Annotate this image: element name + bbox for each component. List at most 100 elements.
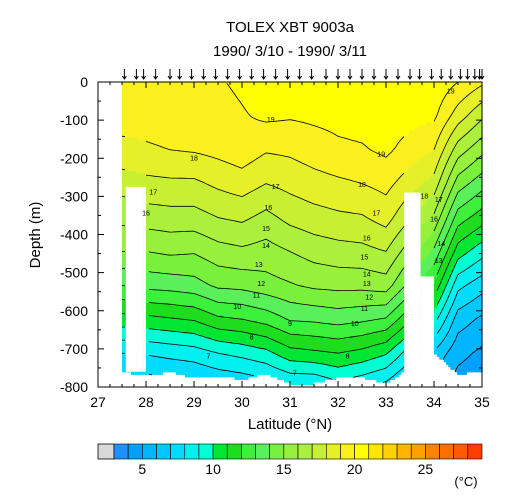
temperature-cell	[122, 89, 125, 93]
temperature-cell	[153, 277, 157, 281]
temperature-cell	[169, 102, 173, 106]
temperature-cell	[176, 242, 179, 246]
temperature-cell	[158, 267, 161, 271]
temperature-cell	[128, 170, 132, 175]
temperature-cell	[151, 257, 155, 261]
temperature-cell	[173, 287, 177, 292]
temperature-cell	[164, 259, 168, 264]
temperature-cell	[122, 140, 125, 144]
temperature-cell	[178, 153, 182, 157]
temperature-cell	[122, 206, 125, 210]
temperature-cell	[133, 160, 137, 164]
temperature-cell	[178, 326, 182, 330]
temperature-cell	[158, 308, 161, 312]
temperature-cell	[178, 351, 182, 355]
temperature-cell	[164, 109, 168, 114]
temperature-cell	[146, 186, 150, 190]
temperature-cell	[173, 211, 177, 215]
temperature-cell	[128, 115, 132, 119]
temperature-cell	[122, 272, 125, 276]
temperature-cell	[137, 168, 141, 172]
temperature-cell	[137, 176, 141, 180]
temperature-cell	[122, 102, 125, 106]
temperature-cell	[153, 369, 157, 373]
temperature-cell	[149, 364, 152, 368]
temperature-cell	[158, 351, 161, 355]
temperature-cell	[140, 173, 143, 177]
temperature-cell	[162, 122, 166, 126]
temperature-cell	[146, 87, 150, 91]
temperature-cell	[126, 132, 130, 136]
temperature-cell	[124, 120, 128, 124]
temperature-cell	[140, 115, 143, 119]
temperature-cell	[155, 112, 159, 116]
temperature-cell	[178, 333, 182, 337]
temperature-cell	[162, 201, 166, 205]
temperature-cell	[162, 135, 166, 139]
temperature-cell	[180, 145, 184, 149]
temperature-cell	[162, 267, 166, 271]
temperature-cell	[158, 300, 161, 304]
temperature-cell	[137, 148, 141, 152]
temperature-cell	[180, 198, 184, 203]
temperature-cell	[146, 160, 150, 164]
temperature-cell	[122, 285, 125, 289]
temperature-cell	[164, 333, 168, 337]
temperature-cell	[144, 89, 148, 93]
temperature-cell	[122, 300, 125, 304]
temperature-cell	[169, 331, 173, 335]
temperature-cell	[178, 265, 182, 269]
temperature-cell	[167, 214, 170, 218]
temperature-cell	[155, 173, 159, 177]
temperature-cell	[167, 249, 170, 253]
temperature-cell	[155, 158, 159, 162]
temperature-cell	[131, 173, 134, 177]
temperature-cell	[158, 290, 161, 294]
temperature-cell	[160, 275, 164, 279]
temperature-cell	[142, 97, 146, 101]
temperature-cell	[162, 300, 166, 304]
temperature-cell	[158, 155, 161, 159]
temperature-cell	[169, 109, 173, 114]
temperature-cell	[144, 160, 148, 164]
temperature-cell	[146, 145, 150, 149]
temperature-cell	[124, 153, 128, 157]
temperature-cell	[169, 351, 173, 355]
temperature-cell	[155, 328, 159, 332]
temperature-cell	[124, 328, 128, 332]
temperature-cell	[140, 371, 143, 375]
temperature-cell	[153, 234, 157, 238]
temperature-cell	[126, 163, 130, 167]
temperature-cell	[155, 102, 159, 106]
temperature-cell	[122, 109, 125, 114]
temperature-cell	[135, 143, 139, 147]
temperature-cell	[180, 89, 184, 93]
temperature-cell	[144, 92, 148, 96]
temperature-cell	[131, 104, 134, 109]
temperature-cell	[149, 244, 152, 248]
temperature-cell	[178, 219, 182, 223]
temperature-cell	[135, 150, 139, 154]
temperature-cell	[146, 364, 150, 368]
temperature-cell	[164, 247, 168, 251]
temperature-cell	[171, 89, 175, 93]
temperature-cell	[169, 234, 173, 238]
temperature-cell	[153, 298, 157, 302]
temperature-cell	[169, 201, 173, 205]
temperature-cell	[178, 198, 182, 203]
temperature-cell	[169, 183, 173, 187]
temperature-cell	[124, 201, 128, 205]
temperature-cell	[164, 320, 168, 325]
temperature-cell	[180, 204, 184, 208]
temperature-cell	[158, 247, 161, 251]
temperature-cell	[137, 82, 141, 86]
temperature-cell	[178, 303, 182, 307]
temperature-cell	[176, 224, 179, 228]
temperature-cell	[171, 196, 175, 200]
temperature-cell	[178, 122, 182, 126]
temperature-cell	[153, 216, 157, 220]
temperature-cell	[176, 262, 179, 266]
temperature-cell	[158, 303, 161, 307]
temperature-cell	[155, 366, 159, 370]
temperature-cell	[155, 125, 159, 129]
